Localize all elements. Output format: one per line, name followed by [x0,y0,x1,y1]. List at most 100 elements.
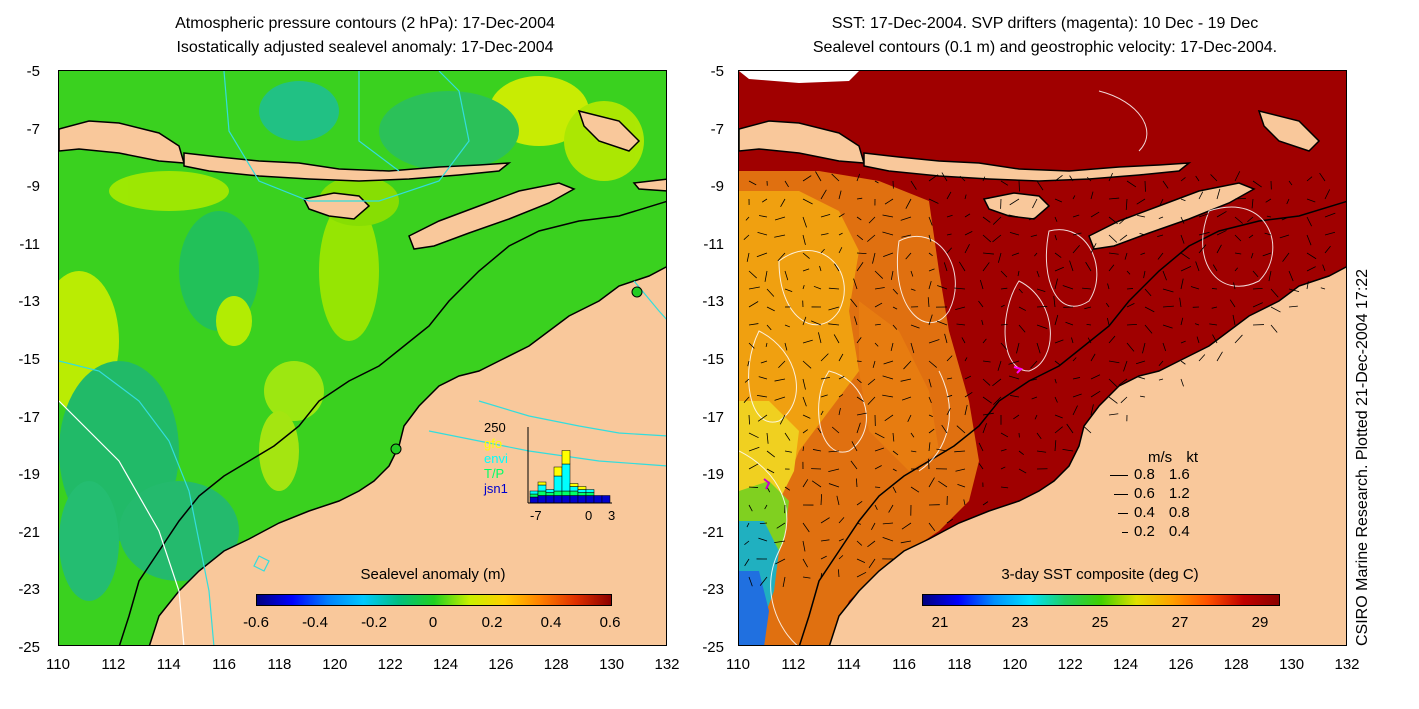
velocity-arrow [1053,296,1056,308]
velocity-arrow [1306,234,1312,246]
y-tick-label: -11 [19,235,40,253]
velocity-arrow [892,450,899,456]
velocity-arrow [759,215,768,218]
velocity-arrow [1162,270,1167,281]
velocity-arrow [1125,198,1128,210]
velocity-arrow [959,175,966,182]
velocity-arrow [815,171,822,182]
velocity-arrow [874,432,885,439]
velocity-arrow [1288,180,1293,186]
velocity-arrow [1281,216,1290,221]
velocity-arrow [1032,198,1038,209]
velocity-arrow [1232,314,1236,326]
velocity-arrow [746,252,750,262]
velocity-arrow [766,306,775,312]
velocity-arrow [946,355,953,362]
velocity-arrow [901,234,912,238]
velocity-arrow [928,428,935,434]
velocity-arrow [901,396,912,401]
velocity-arrow [890,270,894,280]
velocity-arrow [850,298,858,308]
velocity-arrow [901,522,912,530]
colorbar-tick-label: -0.6 [243,614,269,631]
velocity-arrow [961,337,966,344]
right-colorbar-title: 3-day SST composite (deg C) [1001,566,1199,583]
velocity-arrow [936,320,948,326]
velocity-arrow [943,262,948,272]
velocity-arrow [1198,244,1207,254]
x-tick-label: 132 [654,656,680,673]
colorbar-tick-label: 25 [1091,614,1109,631]
velocity-arrow [867,396,876,405]
velocity-arrow [1090,353,1096,362]
velocity-arrow [778,360,786,369]
velocity-arrow [1054,266,1064,272]
velocity-arrow [928,522,936,532]
velocity-arrow [748,446,760,452]
velocity-arrow [820,189,827,200]
velocity-arrow [883,360,894,365]
velocity-arrow [981,319,984,326]
x-tick-label: 118 [267,656,292,673]
velocity-arrow [1090,229,1101,236]
x-tick-label: 110 [46,656,70,673]
velocity-arrow [867,540,876,548]
inset-xtick-zero: 0 [585,508,593,523]
velocity-arrow [1252,302,1263,308]
velocity-arrow [1119,216,1128,225]
velocity-arrow [1018,288,1023,294]
velocity-arrow [766,432,769,444]
inset-legend-tp: T/P [484,466,505,481]
velocity-arrow [1072,405,1078,416]
y-tick-label: -7 [710,120,724,138]
velocity-arrow [1018,306,1026,311]
velocity-arrow [1319,172,1326,182]
velocity-arrow [784,288,793,292]
velocity-arrow [964,404,968,416]
velocity-arrow [1054,378,1057,384]
velocity-arrow [856,540,863,546]
velocity-arrow [820,394,828,398]
credit-text: CSIRO Marine Research. Plotted 21-Dec-20… [1354,268,1371,646]
velocity-arrow [1054,216,1058,222]
velocity-arrow [1162,305,1174,308]
velocity-arrow [828,483,840,488]
histogram-bar-segment [537,495,547,504]
velocity-arrow [872,252,876,264]
velocity-arrow [1009,231,1020,236]
velocity-arrow [766,288,775,297]
velocity-arrow [872,360,876,368]
velocity-arrow [748,270,757,279]
velocity-arrow [811,480,822,488]
colorbar-tick-label: 21 [931,614,949,631]
velocity-arrow [1036,342,1041,354]
velocity-arrow [1306,216,1312,227]
velocity-arrow [1008,375,1020,380]
velocity-arrow [874,323,881,326]
histogram-bar-segment [601,495,611,504]
velocity-arrow [905,252,912,260]
velocity-arrow [802,175,812,182]
velocity-arrow [1106,317,1110,326]
right-colorbar [922,594,1280,606]
velocity-arrow [910,486,920,493]
velocity-arrow [978,300,984,308]
velocity-arrow [820,213,831,218]
velocity-arrow [836,495,840,506]
velocity-arrow [856,422,861,434]
velocity-arrow [1233,282,1236,290]
velocity-arrow [1306,176,1313,182]
x-tick-label: 114 [836,656,861,673]
x-tick-label: 126 [488,656,514,673]
scale-header: m/s kt [1148,449,1198,466]
velocity-arrow [856,197,863,200]
velocity-arrow [856,558,866,563]
velocity-arrow [964,375,972,380]
y-tick-label: -25 [18,639,40,656]
velocity-arrow [871,522,876,530]
y-tick-label: -19 [18,466,40,484]
velocity-arrow [1013,414,1020,420]
velocity-arrow [928,198,939,204]
histogram-bar-segment [577,486,587,490]
velocity-arrow [1209,323,1218,326]
